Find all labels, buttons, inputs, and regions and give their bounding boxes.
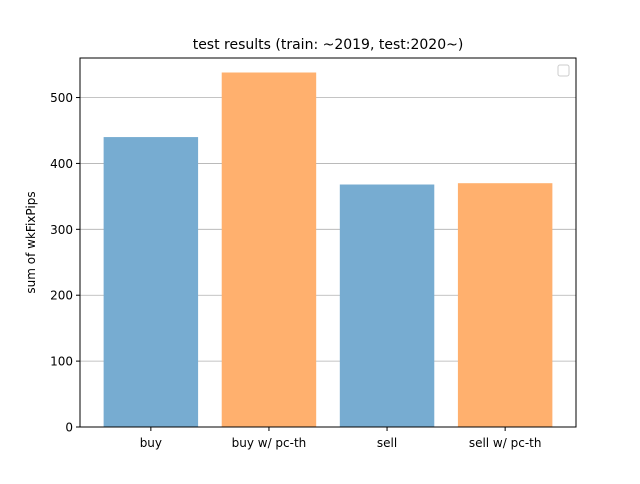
y-axis-ticks: 0 100 200 300 400 500 <box>50 91 80 435</box>
legend-box <box>557 64 570 77</box>
bar-sell <box>339 184 435 427</box>
x-tick-label-buy-w-pc-th: buy w/ pc-th <box>232 436 307 450</box>
x-tick-label-sell: sell <box>377 436 397 450</box>
y-tick-label-200: 200 <box>50 289 73 303</box>
x-axis-ticks: buy buy w/ pc-th sell sell w/ pc-th <box>140 427 542 450</box>
chart-title: test results (train: ~2019, test:2020~) <box>193 37 464 53</box>
y-axis-label: sum of wkFixPips <box>24 191 38 293</box>
bars <box>103 72 553 428</box>
y-tick-label-500: 500 <box>50 91 73 105</box>
y-tick-label-100: 100 <box>50 355 73 369</box>
bar-buy-w-pc-th <box>221 72 317 427</box>
bar-sell-w-pc-th <box>457 183 553 427</box>
x-tick-label-sell-w-pc-th: sell w/ pc-th <box>469 436 542 450</box>
y-tick-label-300: 300 <box>50 223 73 237</box>
x-tick-label-buy: buy <box>140 436 162 450</box>
y-tick-label-0: 0 <box>65 421 73 435</box>
plot-frame <box>79 57 577 428</box>
y-tick-label-400: 400 <box>50 157 73 171</box>
bar-buy <box>103 137 199 428</box>
